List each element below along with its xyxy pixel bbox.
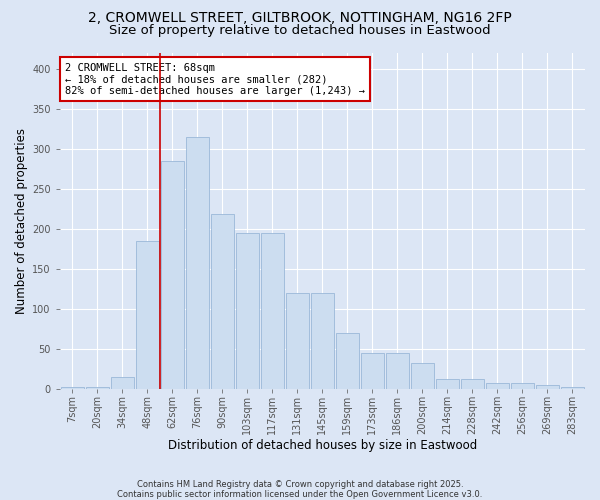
Text: 2 CROMWELL STREET: 68sqm
← 18% of detached houses are smaller (282)
82% of semi-: 2 CROMWELL STREET: 68sqm ← 18% of detach… (65, 62, 365, 96)
Bar (486, 382, 509, 389)
Bar (161, 160, 184, 389)
Bar (386, 353, 409, 389)
Bar (136, 241, 159, 389)
Bar (311, 293, 334, 389)
Bar (536, 385, 559, 389)
Bar (111, 377, 134, 389)
Text: Size of property relative to detached houses in Eastwood: Size of property relative to detached ho… (109, 24, 491, 37)
Bar (336, 333, 359, 389)
Bar (361, 353, 384, 389)
Text: 2, CROMWELL STREET, GILTBROOK, NOTTINGHAM, NG16 2FP: 2, CROMWELL STREET, GILTBROOK, NOTTINGHA… (88, 12, 512, 26)
Bar (286, 293, 309, 389)
Bar (461, 380, 484, 389)
Bar (261, 233, 284, 389)
Bar (211, 214, 234, 389)
Y-axis label: Number of detached properties: Number of detached properties (15, 128, 28, 314)
Bar (411, 364, 434, 389)
Bar (561, 388, 584, 389)
Bar (236, 233, 259, 389)
Bar (511, 384, 534, 389)
X-axis label: Distribution of detached houses by size in Eastwood: Distribution of detached houses by size … (168, 440, 477, 452)
Bar (86, 388, 109, 389)
Bar (186, 136, 209, 389)
Bar (436, 380, 459, 389)
Bar (61, 388, 84, 389)
Text: Contains HM Land Registry data © Crown copyright and database right 2025.
Contai: Contains HM Land Registry data © Crown c… (118, 480, 482, 499)
